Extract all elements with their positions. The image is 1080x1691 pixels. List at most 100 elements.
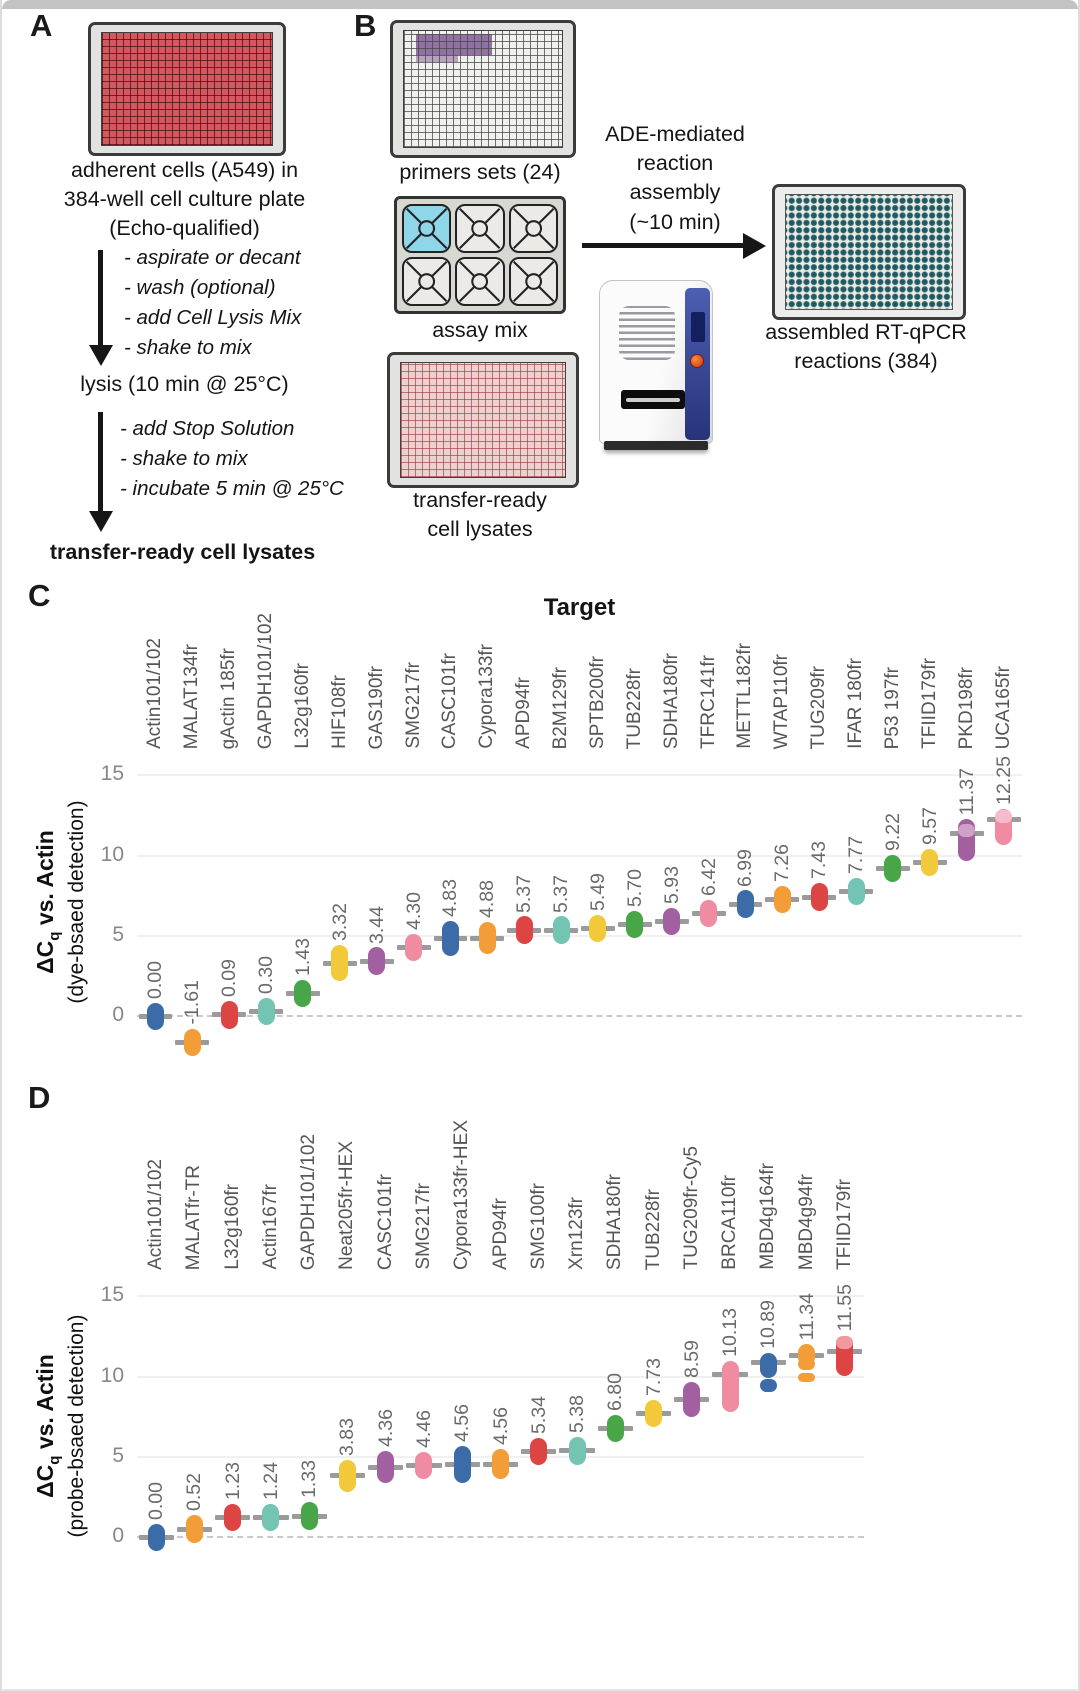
value-label: 11.34	[795, 1292, 818, 1340]
value-label: 5.34	[527, 1396, 550, 1434]
value-label: 6.80	[604, 1372, 627, 1411]
cell-culture-plate	[88, 22, 286, 156]
plate-wells-teal-dots	[785, 194, 953, 310]
data-point	[185, 1515, 203, 1543]
panel-a-step1-list: - aspirate or decant - wash (optional) -…	[124, 243, 301, 364]
instrument-base	[604, 441, 708, 450]
data-point	[368, 947, 386, 975]
chart-d-y-axis-label: ΔCq vs. Actin (probe-bsaed detection)	[31, 1276, 97, 1576]
target-label: SDHA180fr	[660, 652, 682, 749]
assay-well	[402, 257, 452, 306]
value-label: 4.46	[412, 1410, 435, 1449]
y-axis-label-sub: (dye-bsaed detection)	[64, 800, 88, 1004]
value-label: 1.33	[298, 1460, 321, 1499]
plot-area: 15 10 5 0 0.00 -1.61 0.09 0.30 1.43 3.32 3.44 4.30 4…	[2, 753, 1078, 1071]
echo-instrument	[599, 280, 713, 450]
value-label: 4.56	[451, 1403, 474, 1442]
target-label: WTAP110fr	[771, 653, 793, 749]
value-label: 4.30	[402, 891, 425, 930]
step-item: - incubate 5 min @ 25°C	[120, 477, 344, 501]
down-arrow-icon	[98, 412, 103, 512]
data-point	[492, 1448, 509, 1480]
target-label: SDHA180fr	[604, 1173, 626, 1270]
data-point	[798, 1357, 816, 1371]
value-label: 7.26	[771, 844, 794, 883]
down-arrow-icon	[98, 250, 103, 346]
panel-d-label: D	[28, 1080, 51, 1115]
instrument-screen	[691, 312, 705, 342]
assay-well-filled	[402, 204, 452, 253]
target-label: HIF108fr	[328, 675, 350, 749]
value-label: -1.61	[181, 980, 204, 1025]
data-point	[377, 1451, 395, 1484]
chart-c-y-axis-label: ΔCq vs. Actin (dye-bsaed detection)	[31, 752, 97, 1052]
gridline	[137, 935, 1022, 938]
data-point	[589, 914, 607, 942]
value-label: 12.25	[992, 756, 1015, 806]
y-tick-label: 0	[112, 1524, 124, 1548]
value-label: 4.36	[374, 1409, 397, 1448]
data-point	[224, 1503, 242, 1532]
value-label: 6.42	[697, 857, 720, 896]
step-item: - add Cell Lysis Mix	[124, 306, 302, 330]
data-point	[645, 1399, 663, 1427]
data-point	[530, 1437, 548, 1466]
data-point	[626, 911, 644, 939]
y-axis-label-main: ΔCq vs. Actin	[32, 830, 63, 974]
plate-wells-pink	[400, 362, 566, 478]
data-point	[798, 1372, 816, 1383]
data-point	[773, 886, 791, 914]
step-item: - shake to mix	[124, 336, 252, 360]
target-labels-row: Actin101/102 MALAT134fr gActin 185fr GAPDH1…	[2, 593, 1078, 753]
data-point	[338, 1459, 356, 1492]
data-point	[405, 933, 423, 961]
panel-a-plate-caption: adherent cells (A549) in 384-well cell c…	[63, 158, 306, 241]
lysis-text: lysis (10 min @ 25°C)	[80, 372, 289, 396]
target-label: Neat205fr-HEX	[336, 1141, 358, 1270]
zero-line	[137, 1536, 864, 1539]
target-label: GAPDH101/102	[255, 612, 277, 749]
target-label: BRCA110fr	[719, 1175, 741, 1270]
assay-well	[455, 257, 505, 306]
well-x-icon	[459, 207, 501, 250]
target-label: IFAR 180fr	[845, 658, 867, 749]
chart-d: Actin101/102 MALATfr-TR L32g160fr Actin167f…	[2, 1114, 1078, 1592]
value-label: 11.55	[833, 1284, 856, 1332]
target-label: TUG209fr	[808, 665, 830, 749]
lysates-plate	[387, 352, 579, 488]
value-label: 9.57	[918, 807, 941, 846]
data-point	[847, 877, 865, 906]
instrument-plate-slot	[621, 390, 685, 409]
target-label: MBD4g164fr	[757, 1163, 779, 1270]
target-label: PKD198fr	[955, 666, 977, 749]
target-label: Actin101/102	[144, 638, 166, 749]
value-label: 7.73	[642, 1357, 665, 1396]
data-point	[958, 824, 976, 838]
value-label: 4.88	[476, 880, 499, 918]
y-tick-label: 10	[100, 1363, 124, 1387]
gridline	[137, 1295, 864, 1298]
target-label: APD94fr	[489, 1198, 511, 1270]
primers-plate	[390, 20, 576, 158]
y-tick-label: 0	[112, 1003, 124, 1027]
data-point	[568, 1437, 586, 1465]
well-x-icon	[512, 260, 554, 303]
well-x-icon	[405, 260, 448, 303]
well-x-icon	[405, 207, 448, 250]
value-label: 4.83	[439, 879, 462, 918]
value-label: 1.23	[221, 1462, 244, 1500]
data-point	[441, 921, 459, 957]
lysates-caption: transfer-ready cell lysates	[413, 488, 547, 542]
value-label: 6.99	[734, 848, 757, 887]
plate-wells-white	[403, 30, 563, 148]
data-point	[700, 899, 718, 927]
value-label: 5.70	[623, 869, 646, 908]
step-item: - aspirate or decant	[124, 246, 301, 269]
gridline	[137, 1375, 864, 1378]
data-point	[736, 890, 754, 918]
target-label: Xrn123fr	[566, 1197, 588, 1270]
target-label: MBD4g94fr	[795, 1173, 817, 1270]
target-label: L32g160fr	[291, 663, 313, 749]
value-label: 5.38	[566, 1395, 589, 1434]
target-label: TFIID179fr	[833, 1179, 855, 1270]
